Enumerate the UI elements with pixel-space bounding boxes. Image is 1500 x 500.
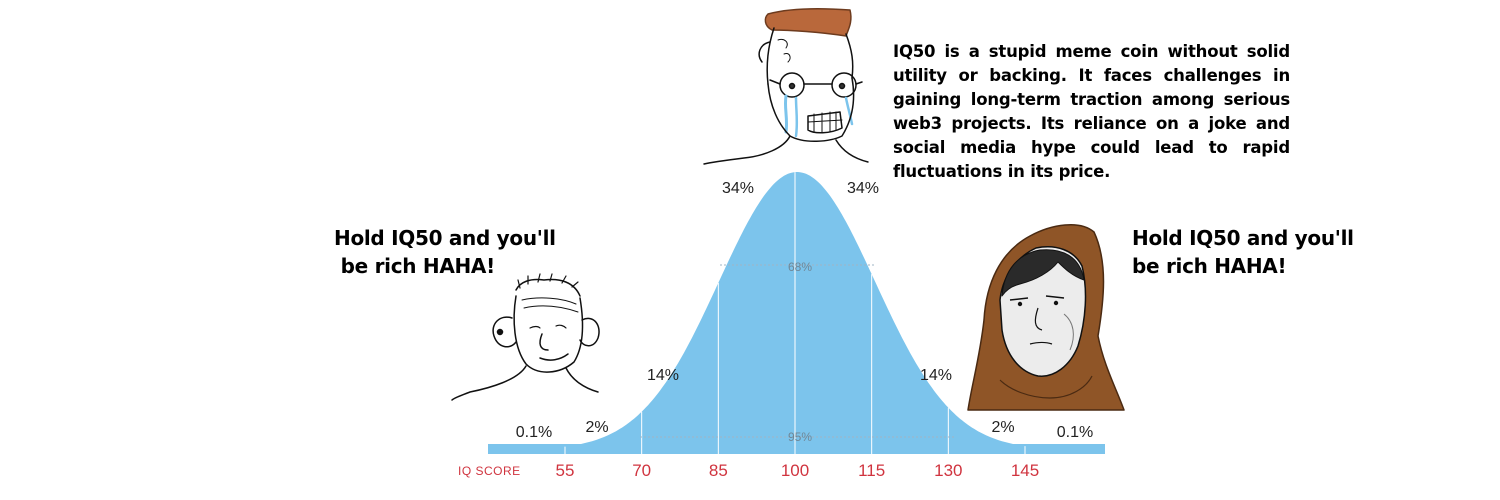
nerd-caption: IQ50 is a stupid meme coin without solid… [893, 42, 1290, 181]
simpleton-wojak-icon [451, 273, 600, 401]
sd-dividers [564, 172, 1026, 454]
percent-label-right-34: 34% [847, 180, 879, 197]
right-caption: Hold IQ50 and you'll be rich HAHA! [1132, 226, 1354, 278]
tick-label-55: 55 [556, 461, 575, 480]
tick-labels: 55 70 85 100 115 130 145 [556, 461, 1040, 480]
tick-label-100: 100 [781, 461, 809, 480]
curve-layer [488, 172, 1105, 454]
inner-label-95: 95% [788, 430, 812, 444]
percent-label-right-2: 2% [991, 419, 1014, 436]
percent-label-right-14: 14% [920, 367, 952, 384]
axis-label: IQ SCORE [458, 464, 521, 478]
percent-label-left-2: 2% [585, 419, 608, 436]
tick-label-115: 115 [858, 461, 885, 480]
tick-label-130: 130 [934, 461, 962, 480]
crying-nerd-wojak-icon [703, 8, 869, 165]
tick-label-85: 85 [709, 461, 728, 480]
bell-curve-area [488, 172, 1105, 450]
percent-label-right-tail: 0.1% [1057, 424, 1093, 441]
hooded-monk-wojak-icon [967, 224, 1125, 411]
percent-label-left-14: 14% [647, 367, 679, 384]
inner-label-68: 68% [788, 260, 812, 274]
tick-label-145: 145 [1011, 461, 1039, 480]
percent-label-left-34: 34% [722, 180, 754, 197]
percent-label-left-tail: 0.1% [516, 424, 552, 441]
tick-label-70: 70 [632, 461, 651, 480]
left-caption: Hold IQ50 and you'll be rich HAHA! [334, 226, 556, 278]
